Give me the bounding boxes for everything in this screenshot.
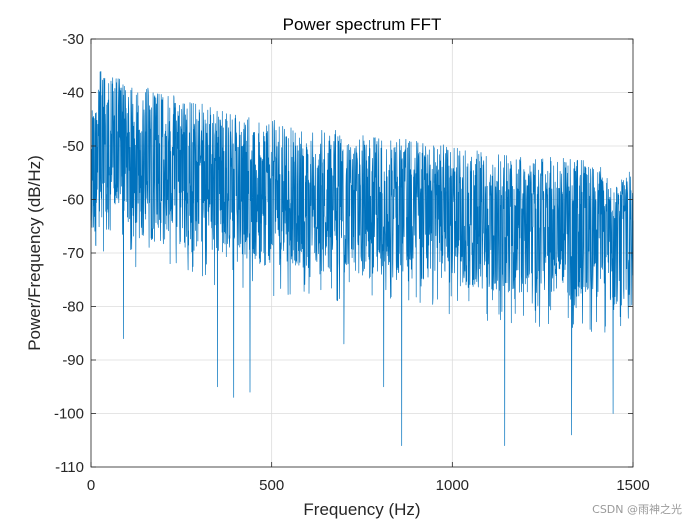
axis-ticks [90,38,634,468]
y-tick-label: -70 [62,245,84,262]
x-tick-label: 500 [259,477,284,494]
y-tick-label: -50 [62,138,84,155]
y-tick-label: -30 [62,31,84,48]
y-tick-label: -110 [55,459,84,476]
spectrum-trace [90,71,634,446]
y-tick-label: -100 [54,406,84,423]
y-tick-label: -40 [62,85,84,102]
watermark: CSDN @雨神之光 [592,503,682,516]
x-axis-title: Frequency (Hz) [303,500,420,519]
y-tick-label: -80 [62,299,84,316]
series-line [90,71,634,446]
y-tick-label: -90 [62,352,84,369]
x-tick-label: 1500 [616,477,649,494]
y-axis-title: Power/Frequency (dB/Hz) [25,155,44,351]
y-tick-label: -60 [62,192,84,209]
chart-title: Power spectrum FFT [283,15,442,34]
x-tick-label: 1000 [436,477,469,494]
x-tick-label: 0 [87,477,95,494]
tick-labels: 0 500 1000 1500 -30 -40 -50 -60 -70 -80 -90 -100 -11… [54,31,650,494]
